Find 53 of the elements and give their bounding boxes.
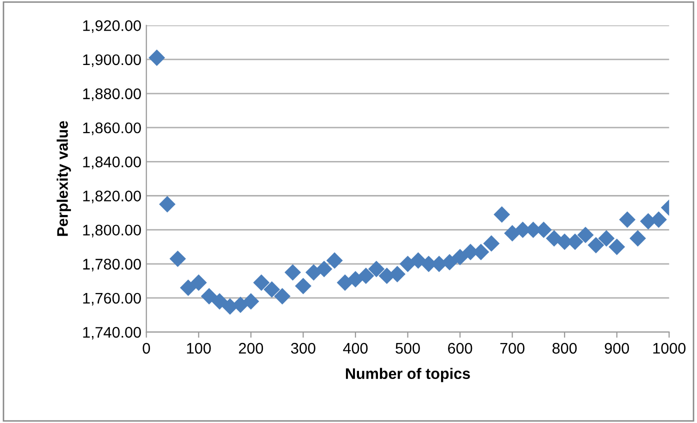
x-tick-label: 600 — [448, 342, 472, 354]
point — [494, 206, 510, 223]
x-tick-label: 700 — [500, 342, 524, 354]
y-tick-label: 1,740.00 — [83, 326, 141, 340]
point — [483, 235, 500, 252]
y-tick-label: 1,920.00 — [83, 20, 141, 33]
point — [326, 252, 343, 269]
point — [452, 248, 468, 266]
point — [358, 268, 374, 284]
x-tick-label: 900 — [604, 342, 629, 354]
point — [170, 250, 186, 268]
y-tick-label: 1,780.00 — [83, 258, 141, 272]
point — [211, 293, 228, 310]
x-tick-label: 300 — [291, 342, 316, 354]
point — [242, 293, 260, 310]
point — [577, 226, 594, 244]
x-tick-label: 100 — [187, 342, 211, 354]
point — [253, 274, 270, 291]
point — [316, 260, 332, 278]
point — [180, 280, 196, 296]
y-tick-label: 1,860.00 — [83, 122, 141, 136]
x-tick-label: 1000 — [653, 342, 686, 354]
x-tick-label: 200 — [238, 342, 264, 354]
x-tick-label: 800 — [552, 342, 577, 354]
point — [608, 238, 626, 256]
point — [148, 50, 166, 66]
point — [264, 281, 280, 298]
y-tick-label: 1,800.00 — [83, 224, 141, 238]
x-axis-title: Number of topics — [346, 368, 470, 382]
point — [630, 230, 646, 247]
point — [504, 225, 521, 242]
x-tick-label: 400 — [343, 342, 368, 354]
y-tick-label: 1,900.00 — [83, 54, 141, 67]
y-axis-title: Perplexity value — [56, 121, 71, 236]
point — [294, 278, 312, 294]
point — [336, 274, 354, 291]
y-tick-label: 1,760.00 — [83, 292, 141, 306]
point — [200, 288, 218, 304]
point — [619, 211, 636, 228]
point — [389, 266, 406, 282]
y-tick-label: 1,820.00 — [83, 190, 141, 204]
y-tick-label: 1,880.00 — [83, 88, 141, 102]
x-tick-label: 0 — [142, 342, 150, 354]
point — [588, 236, 604, 254]
point — [598, 230, 615, 247]
point — [284, 264, 301, 281]
point — [410, 252, 426, 269]
y-tick-label: 1,840.00 — [83, 156, 141, 170]
point — [190, 274, 207, 291]
x-tick-label: 500 — [396, 342, 420, 354]
point — [368, 260, 385, 278]
point — [274, 288, 290, 304]
point — [159, 196, 176, 212]
